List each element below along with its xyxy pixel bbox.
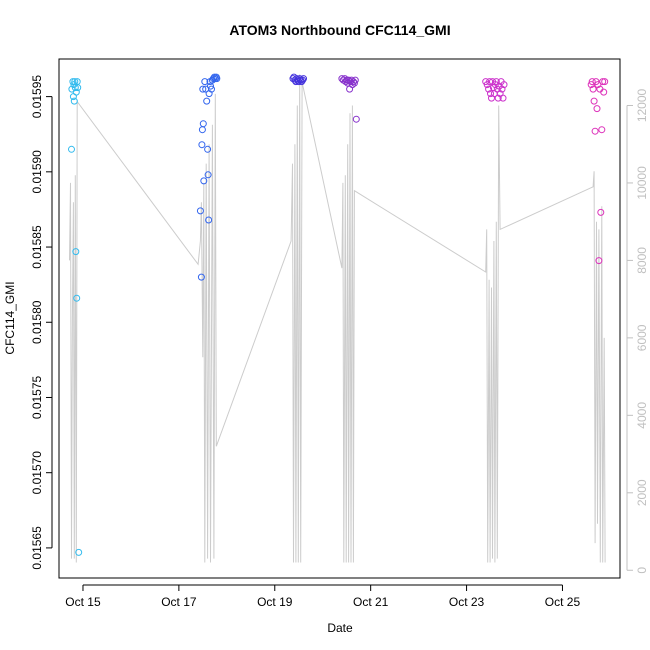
data-point [593, 105, 601, 113]
data-point [595, 257, 603, 265]
data-point [486, 78, 494, 86]
y-tick-label: 0.01585 [30, 225, 44, 269]
data-point [598, 126, 606, 134]
x-tick-label: Oct 25 [545, 595, 581, 609]
data-point [204, 145, 212, 153]
y-tick-label: 0.01580 [30, 300, 44, 344]
data-point [352, 115, 360, 123]
data-point [69, 78, 77, 86]
y-axis: 0.01565 0.01570 0.01575 0.01580 0.01585 0.015… [30, 75, 53, 570]
y2-tick-label: 12000 [635, 88, 649, 122]
data-point [589, 85, 597, 93]
y-tick-label: 0.01565 [30, 526, 44, 570]
data-point [199, 120, 207, 128]
data-point [500, 81, 508, 89]
x-axis-title: Date [327, 621, 353, 635]
x-tick-label: Oct 19 [257, 595, 293, 609]
y-tick-label: 0.01570 [30, 451, 44, 495]
x-tick-label: Oct 17 [161, 595, 197, 609]
y2-tick-label: 6000 [635, 324, 649, 351]
chart-title: ATOM3 Northbound CFC114_GMI [229, 22, 450, 38]
altitude-line [69, 74, 606, 563]
x-axis: Oct 15 Oct 17 Oct 19 Oct 21 Oct 23 Oct 25 [65, 584, 581, 609]
data-point [597, 208, 605, 216]
data-point [207, 82, 214, 90]
y-tick-label: 0.01590 [30, 150, 44, 194]
y2-tick-label: 4000 [635, 402, 649, 429]
y-axis-title: CFC114_GMI [3, 281, 17, 354]
data-point [498, 85, 506, 93]
data-point [72, 88, 80, 96]
y2-tick-label: 2000 [635, 479, 649, 506]
data-point [72, 248, 80, 256]
data-point [205, 216, 213, 224]
data-point [590, 97, 598, 105]
data-point [343, 76, 351, 84]
data-point [494, 94, 502, 102]
data-point [591, 127, 599, 135]
data-point [213, 75, 221, 83]
altitude-series [69, 74, 606, 563]
data-point [351, 76, 359, 84]
data-point [499, 94, 507, 102]
x-tick-label: Oct 15 [65, 595, 101, 609]
data-point [349, 78, 357, 86]
data-point [75, 548, 83, 556]
data-point [601, 78, 609, 86]
data-point [70, 97, 78, 105]
data-point [74, 84, 82, 92]
data-point [299, 76, 307, 84]
data-point [600, 88, 608, 96]
data-point [197, 273, 205, 281]
y2-tick-label: 8000 [635, 247, 649, 274]
x-tick-label: Oct 21 [353, 595, 389, 609]
data-point [199, 85, 207, 93]
data-point [203, 97, 211, 105]
data-point [485, 85, 493, 93]
data-point [487, 90, 494, 98]
y2-axis: 0 2000 4000 6000 8000 10000 12000 [626, 88, 649, 574]
data-point [196, 207, 204, 215]
data-point [204, 171, 212, 179]
data-point [198, 141, 206, 149]
data-point [73, 294, 81, 302]
data-point [71, 84, 79, 92]
points-series [68, 73, 609, 556]
y2-tick-label: 10000 [635, 166, 649, 200]
data-point [599, 78, 607, 86]
data-point [200, 177, 208, 185]
y2-tick-label: 0 [635, 567, 649, 574]
data-point [68, 145, 75, 153]
data-point [491, 81, 499, 89]
data-point [208, 85, 215, 93]
data-point [201, 78, 209, 86]
y-tick-label: 0.01595 [30, 75, 44, 119]
data-point [588, 78, 596, 86]
data-point [345, 76, 353, 84]
data-point [350, 79, 358, 87]
y-tick-label: 0.01575 [30, 375, 44, 419]
data-point [300, 75, 307, 83]
plot-frame [58, 58, 621, 579]
x-tick-label: Oct 23 [449, 595, 485, 609]
